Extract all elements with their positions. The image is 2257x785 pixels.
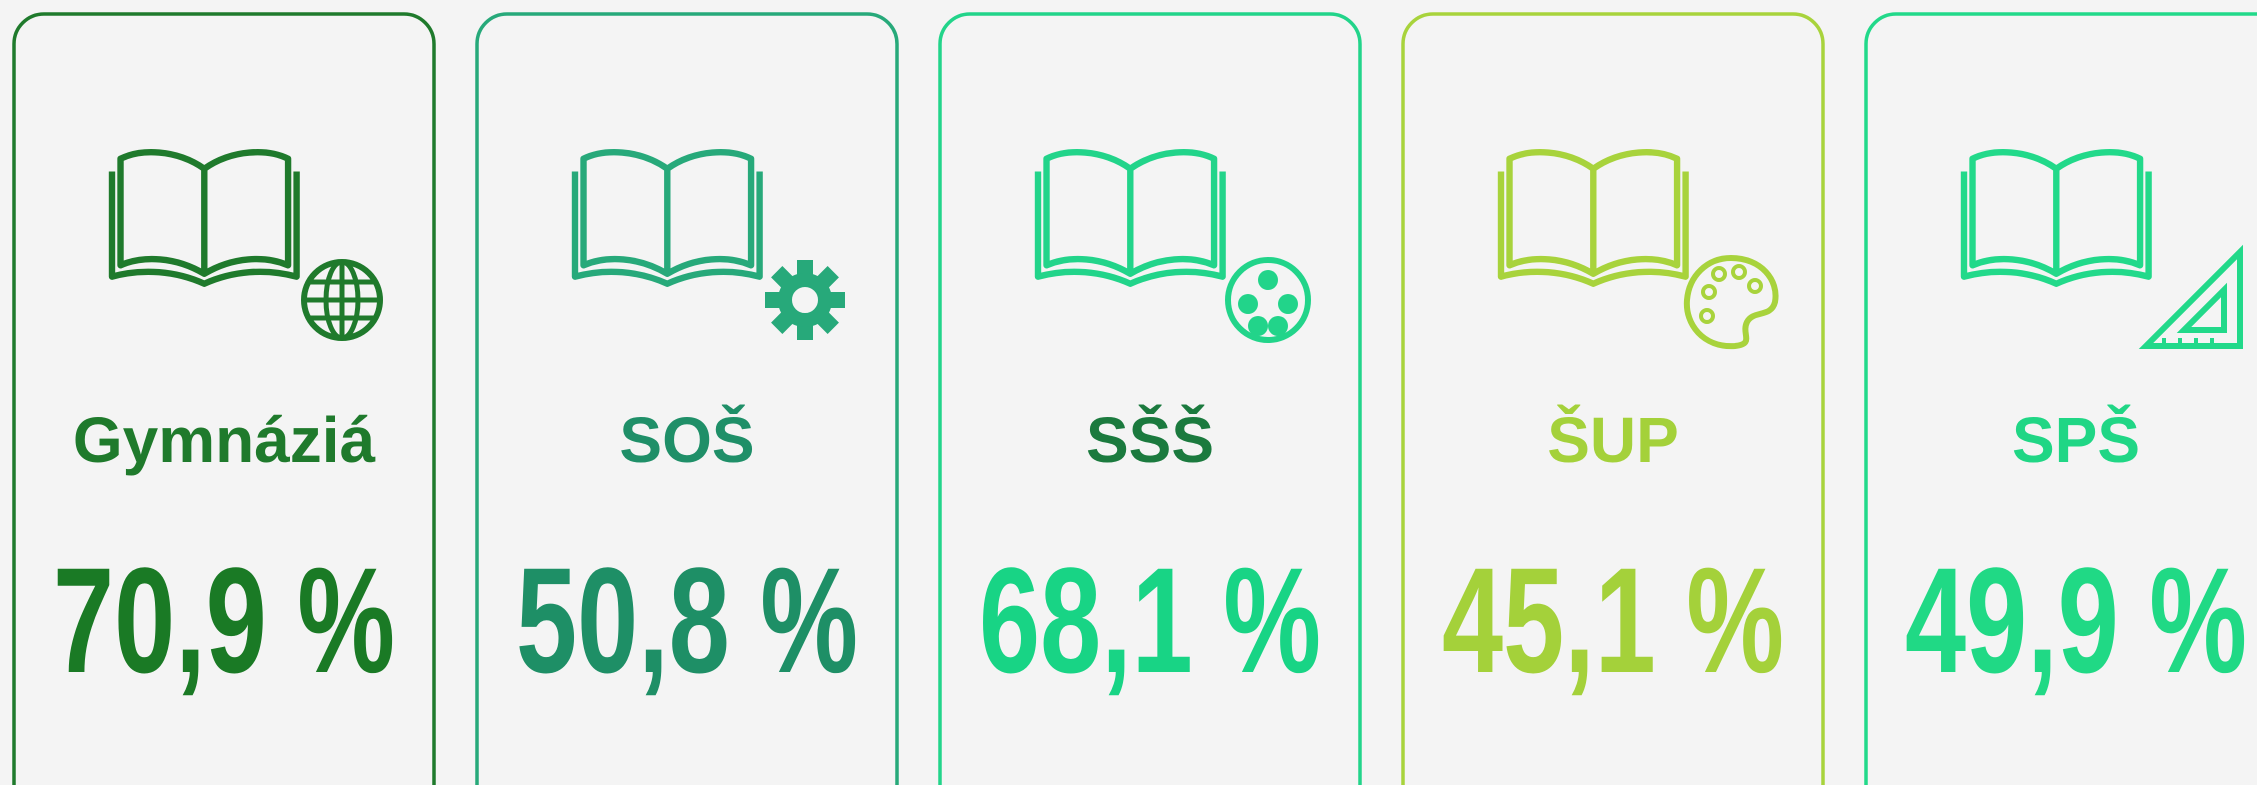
- card: SOŠ 50,8 %: [475, 12, 899, 785]
- ball-patch: [1268, 316, 1288, 336]
- card-label: Gymnáziá: [73, 404, 376, 476]
- book-icon: [571, 149, 763, 287]
- card-label: SPŠ: [2012, 403, 2140, 476]
- card-value: 49,9 %: [1905, 536, 2247, 704]
- book-icon: [1034, 149, 1226, 287]
- card-value: 45,1 %: [1442, 536, 1784, 704]
- subject-icon: [765, 260, 845, 340]
- subject-icon: [1683, 254, 1779, 350]
- card-border: [12, 12, 436, 785]
- card-label: SŠŠ: [1086, 403, 1214, 476]
- card-label: ŠUP: [1547, 403, 1679, 476]
- card-border: [1864, 12, 2257, 785]
- card-value: 70,9 %: [53, 536, 395, 704]
- palette-well: [1699, 308, 1715, 324]
- palette-well: [1701, 284, 1717, 300]
- card-border: [938, 12, 1362, 785]
- book-outline: [1960, 149, 2152, 287]
- card: SŠŠ 68,1 %: [938, 12, 1362, 785]
- gear-icon: [778, 273, 832, 327]
- ball-icon: [1225, 257, 1311, 343]
- book-outline: [1034, 149, 1226, 287]
- ball-patch: [1238, 294, 1258, 314]
- card-value: 50,8 %: [516, 536, 858, 704]
- book-icon: [1497, 149, 1689, 287]
- subject-icon: [2138, 244, 2243, 349]
- card-border: [475, 12, 899, 785]
- subject-icon: [301, 259, 383, 341]
- ball-patch: [1248, 316, 1268, 336]
- card: Gymnáziá 70,9 %: [12, 12, 436, 785]
- card: ŠUP 45,1 %: [1401, 12, 1825, 785]
- card: SPŠ 49,9 %: [1864, 12, 2257, 785]
- palette-well: [1711, 266, 1727, 282]
- set-square-ticks: [2162, 338, 2214, 346]
- palette-well: [1747, 278, 1763, 294]
- book-outline: [571, 149, 763, 287]
- set-square-icon: [2138, 244, 2243, 349]
- palette-icon: [1683, 254, 1779, 350]
- ball-patch: [1258, 270, 1278, 290]
- card-label: SOŠ: [619, 403, 754, 476]
- book-outline: [108, 149, 300, 287]
- book-icon: [108, 149, 300, 287]
- card-border: [1401, 12, 1825, 785]
- book-outline: [1497, 149, 1689, 287]
- globe-lines: [304, 262, 380, 338]
- card-value: 68,1 %: [979, 536, 1321, 704]
- ball-patch: [1278, 294, 1298, 314]
- book-icon: [1960, 149, 2152, 287]
- subject-icon: [1225, 257, 1311, 343]
- palette-well: [1731, 264, 1747, 280]
